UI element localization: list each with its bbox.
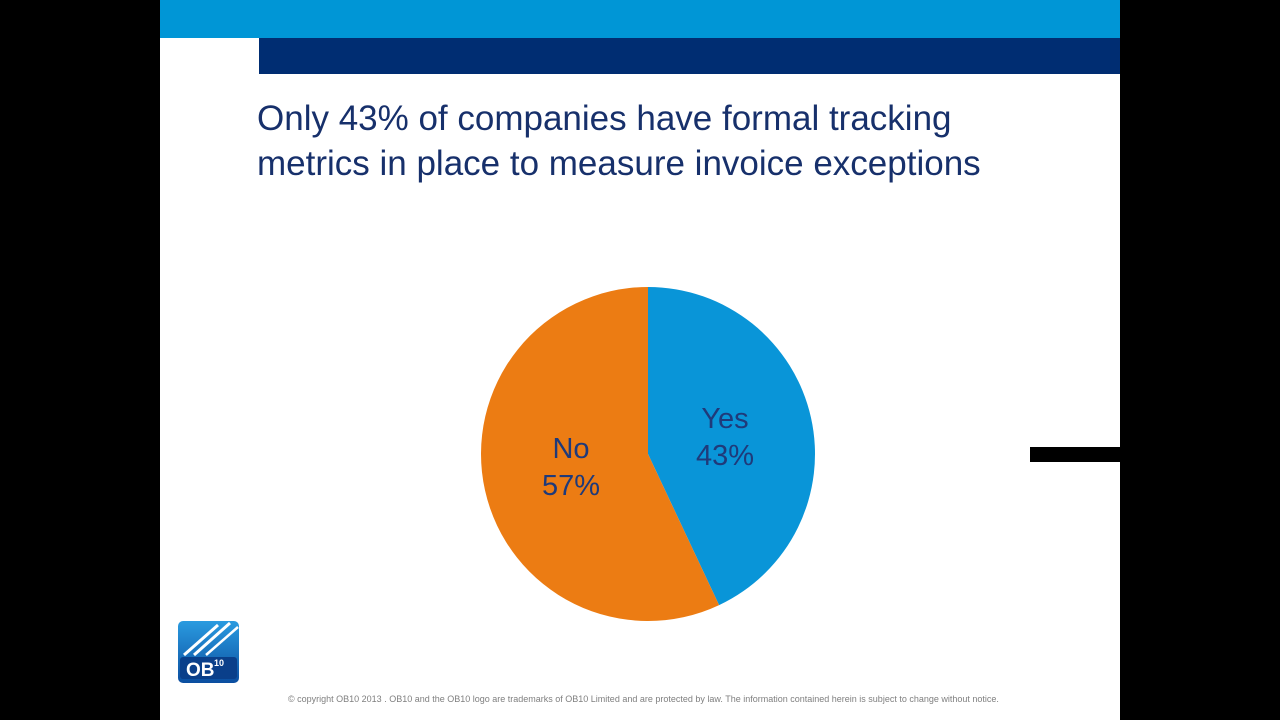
- logo-text: OB: [186, 660, 215, 681]
- top-banner-bar: [160, 0, 1120, 38]
- title-line-2: metrics in place to measure invoice exce…: [257, 144, 981, 183]
- ob10-logo-icon: OB 10: [178, 621, 239, 683]
- slice-value-label-no: 57%: [542, 470, 600, 502]
- slide: Only 43% of companies have formal tracki…: [160, 0, 1120, 720]
- pie-labels: Yes 43% No 57%: [542, 403, 754, 502]
- logo-superscript: 10: [214, 658, 224, 668]
- pie-chart: Yes 43% No 57%: [481, 287, 816, 622]
- pie-slice-no: [481, 287, 720, 622]
- copyright-footer: © copyright OB10 2013 . OB10 and the OB1…: [288, 694, 999, 704]
- side-marker-bar: [1030, 447, 1120, 462]
- slice-value-label-yes: 43%: [696, 440, 754, 472]
- navy-banner-bar: [259, 38, 1120, 74]
- slice-label-no: No: [552, 433, 589, 465]
- pie-slices: [481, 287, 816, 622]
- pie-slice-yes: [648, 287, 816, 606]
- slice-label-yes: Yes: [701, 403, 748, 435]
- title-line-1: Only 43% of companies have formal tracki…: [257, 99, 952, 138]
- slide-title: Only 43% of companies have formal tracki…: [257, 96, 1097, 186]
